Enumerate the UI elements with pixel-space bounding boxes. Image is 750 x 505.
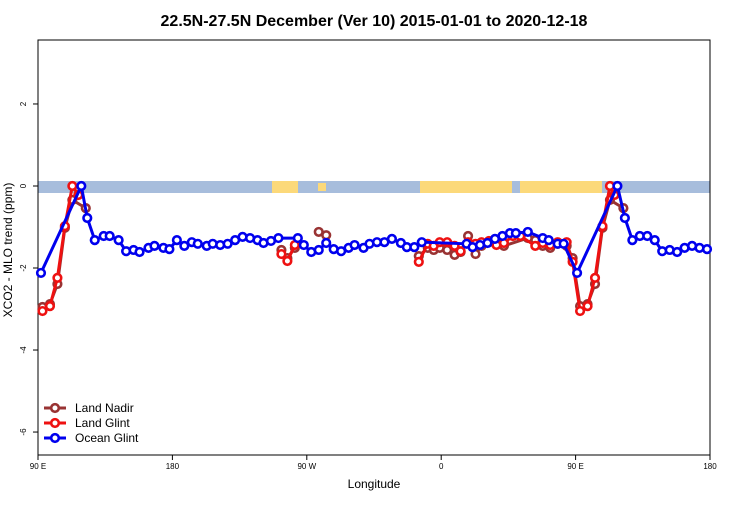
data-point bbox=[627, 235, 638, 246]
data-point bbox=[134, 246, 145, 258]
data-point bbox=[171, 235, 182, 246]
data-point bbox=[82, 212, 93, 224]
y-tick-label: 0 bbox=[19, 183, 28, 188]
legend-marker bbox=[49, 417, 61, 429]
data-point bbox=[164, 244, 175, 255]
land-strip bbox=[272, 181, 298, 193]
map-strip bbox=[38, 181, 710, 193]
data-point bbox=[179, 240, 190, 251]
x-tick-label: 0 bbox=[439, 462, 444, 471]
legend-marker bbox=[49, 432, 61, 444]
data-point bbox=[612, 180, 623, 192]
data-point bbox=[510, 228, 521, 239]
data-point bbox=[222, 238, 233, 249]
data-point bbox=[298, 239, 309, 251]
data-point bbox=[386, 233, 398, 244]
legend-label: Land Glint bbox=[75, 416, 130, 430]
x-axis-label: Longitude bbox=[348, 477, 401, 491]
data-point bbox=[482, 237, 493, 249]
land-strip bbox=[318, 183, 326, 191]
y-tick-label: -2 bbox=[19, 264, 28, 272]
data-point bbox=[52, 272, 63, 283]
x-tick-label: 90 E bbox=[567, 462, 583, 471]
data-point bbox=[455, 246, 466, 257]
y-axis-label: XCO2 - MLO trend (ppm) bbox=[1, 183, 15, 318]
data-point bbox=[642, 230, 653, 242]
data-point bbox=[416, 237, 427, 248]
data-point bbox=[558, 238, 569, 249]
data-point bbox=[649, 235, 660, 246]
data-point bbox=[149, 240, 160, 251]
data-point bbox=[76, 180, 87, 192]
legend-label: Land Nadir bbox=[75, 401, 134, 415]
data-point bbox=[37, 305, 48, 317]
data-point bbox=[413, 256, 424, 267]
data-point bbox=[282, 255, 293, 267]
y-tick-label: -4 bbox=[19, 346, 28, 354]
data-point bbox=[321, 230, 332, 241]
data-point bbox=[522, 226, 533, 238]
data-point bbox=[574, 305, 586, 317]
legend-marker bbox=[49, 402, 61, 414]
data-point bbox=[44, 301, 56, 312]
data-point bbox=[104, 230, 115, 242]
data-point bbox=[321, 237, 332, 249]
data-point bbox=[589, 272, 601, 283]
legend-label: Ocean Glint bbox=[75, 431, 139, 445]
data-point bbox=[292, 232, 303, 244]
land-strip bbox=[520, 181, 602, 193]
data-point bbox=[409, 241, 420, 253]
data-point bbox=[582, 301, 593, 312]
data-point bbox=[276, 248, 287, 260]
data-point bbox=[349, 239, 360, 251]
data-point bbox=[672, 246, 683, 258]
x-tick-label: 180 bbox=[703, 462, 717, 471]
land-strip bbox=[420, 181, 512, 193]
data-point bbox=[701, 244, 713, 255]
y-tick-label: 2 bbox=[19, 101, 28, 106]
data-point bbox=[113, 235, 124, 246]
chart-title: 22.5N-27.5N December (Ver 10) 2015-01-01… bbox=[161, 13, 588, 30]
data-point bbox=[35, 267, 47, 279]
x-tick-label: 90 E bbox=[30, 462, 46, 471]
data-point bbox=[89, 235, 100, 246]
x-tick-label: 90 W bbox=[297, 462, 316, 471]
y-tick-label: -6 bbox=[19, 428, 28, 436]
data-point bbox=[313, 244, 324, 256]
data-point bbox=[67, 180, 78, 192]
data-point bbox=[543, 235, 554, 246]
data-point bbox=[273, 232, 284, 244]
data-point bbox=[619, 212, 630, 224]
data-point bbox=[192, 238, 203, 249]
data-point bbox=[571, 267, 583, 279]
x-tick-label: 180 bbox=[166, 462, 180, 471]
